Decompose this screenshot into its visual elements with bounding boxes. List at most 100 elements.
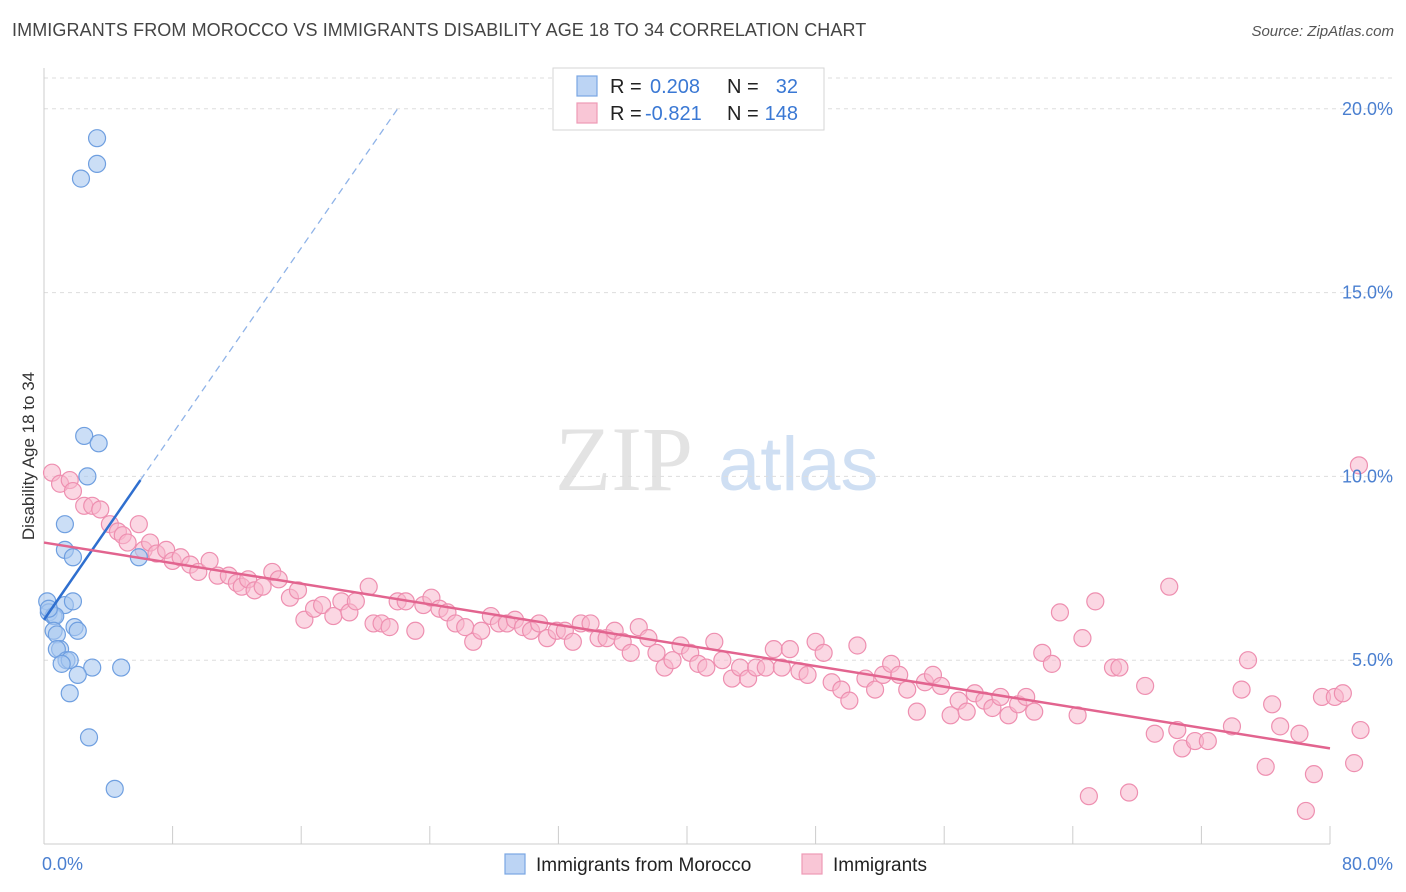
legend-r-value-1: 0.208	[650, 76, 700, 98]
series-legend: Immigrants from Morocco Immigrants	[504, 853, 927, 876]
pink-point	[713, 651, 732, 670]
pink-point	[1042, 654, 1062, 673]
blue-point	[60, 684, 79, 703]
pink-point	[1232, 680, 1251, 699]
legend-swatch-blue	[576, 75, 598, 97]
pink-point	[312, 595, 332, 615]
pink-point	[288, 581, 308, 600]
pink-point	[865, 680, 885, 699]
pink-point	[1079, 787, 1098, 806]
blue-point	[63, 592, 83, 611]
pink-point	[1050, 603, 1070, 622]
pink-point	[1256, 757, 1275, 776]
pink-point	[1345, 754, 1364, 773]
series-legend-label-blue: Immigrants from Morocco	[536, 855, 751, 876]
pink-point	[91, 500, 110, 519]
legend-r-value-2: -0.821	[645, 103, 702, 125]
y-tick-label: 15.0%	[1342, 283, 1393, 303]
pink-point	[780, 640, 799, 659]
correlation-legend: R = 0.208 N = 32 R = -0.821 N = 148	[552, 67, 825, 131]
series-legend-swatch-pink	[801, 853, 823, 875]
pink-point	[1351, 720, 1370, 740]
pink-point	[1349, 456, 1369, 475]
pink-point	[840, 691, 859, 710]
pink-point	[1160, 577, 1179, 596]
legend-n-label-2: N =	[727, 103, 759, 125]
blue-point	[78, 467, 97, 486]
pink-point	[1110, 658, 1129, 677]
source-credit: Source: ZipAtlas.com	[1251, 23, 1394, 40]
pink-point	[380, 618, 399, 637]
pink-point	[1238, 651, 1258, 670]
watermark-atlas: atlas	[718, 422, 879, 507]
pink-point	[563, 632, 582, 651]
y-tick-label: 20.0%	[1342, 99, 1393, 119]
axes-layer	[43, 68, 1331, 845]
blue-point	[87, 129, 107, 148]
pink-point	[772, 658, 791, 677]
pink-point	[957, 702, 976, 721]
legend-n-label-1: N =	[727, 76, 759, 98]
pink-point	[1073, 629, 1092, 648]
series-legend-label-pink: Immigrants	[833, 855, 927, 876]
blue-point	[112, 658, 131, 677]
pink-point	[253, 577, 272, 596]
blue-point	[68, 665, 87, 684]
series-legend-swatch-blue	[504, 853, 526, 875]
pink-point	[621, 643, 640, 662]
blue-point	[105, 779, 124, 798]
y-axis-label: Disability Age 18 to 34	[19, 372, 38, 540]
pink-point	[1304, 765, 1324, 784]
blue-point	[55, 515, 74, 534]
pink-point	[663, 651, 682, 670]
pink-point	[898, 680, 917, 699]
pink-point	[63, 481, 83, 501]
y-tick-label: 5.0%	[1352, 650, 1393, 670]
pink-point	[1119, 783, 1139, 802]
blue-point	[68, 621, 87, 640]
pink-trend-line	[43, 541, 1331, 750]
pink-point	[581, 614, 600, 633]
legend-n-value-2: 148	[765, 103, 798, 125]
y-tick-label: 10.0%	[1342, 466, 1393, 486]
pink-point	[406, 621, 425, 640]
pink-point	[118, 533, 137, 552]
legend-n-value-1: 32	[776, 76, 798, 98]
pink-point	[1222, 717, 1242, 736]
blue-trend-extension	[139, 108, 399, 481]
blue-point	[52, 654, 71, 673]
pink-point	[1025, 702, 1044, 721]
blue-point	[63, 548, 83, 567]
pink-point	[129, 515, 148, 534]
watermark-zip: ZIP	[555, 408, 693, 510]
blue-point	[75, 426, 94, 446]
x-tick-label: 0.0%	[42, 854, 83, 874]
points-layer	[38, 129, 1370, 821]
pink-point	[756, 658, 775, 677]
pink-point	[472, 621, 491, 640]
pink-point	[697, 658, 716, 677]
chart-title: IMMIGRANTS FROM MOROCCO VS IMMIGRANTS DI…	[12, 20, 867, 40]
pink-point	[907, 702, 926, 721]
pink-point	[647, 643, 666, 662]
pink-point	[346, 592, 365, 611]
legend-box	[552, 67, 825, 131]
blue-point	[71, 169, 91, 188]
blue-point	[89, 434, 108, 453]
blue-point	[83, 658, 102, 677]
pink-point	[848, 636, 867, 655]
legend-r-label-2: R =	[610, 103, 642, 125]
pink-point	[1296, 801, 1315, 821]
pink-point	[814, 643, 833, 662]
pink-point	[1333, 684, 1352, 703]
pink-point	[1086, 592, 1105, 611]
pink-point	[798, 665, 817, 684]
pink-point	[1136, 676, 1155, 696]
labels-layer: 5.0% 10.0% 15.0% 20.0% 0.0% 80.0%	[42, 99, 1393, 874]
trend-layer	[42, 108, 1331, 750]
legend-r-label-1: R =	[610, 76, 642, 98]
pink-point	[1145, 724, 1164, 743]
x-tick-label: 80.0%	[1342, 854, 1393, 874]
pink-point	[764, 640, 783, 659]
